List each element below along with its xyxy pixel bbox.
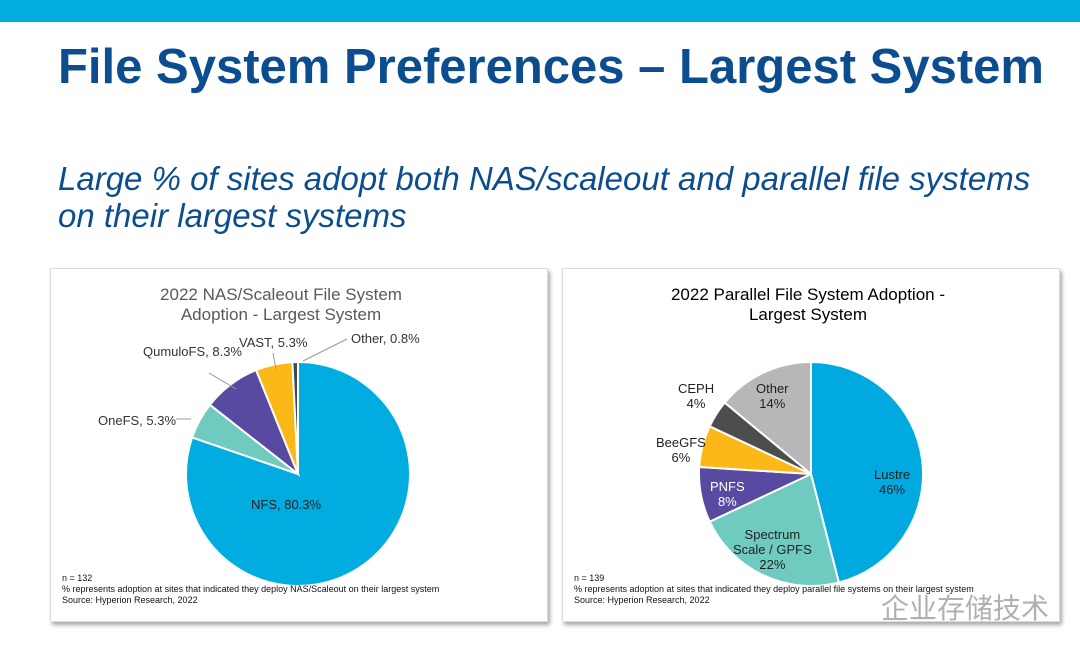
chart-title: 2022 Parallel File System Adoption - Lar… [670, 285, 946, 324]
watermark: 企业存储技术 [880, 592, 1049, 625]
pie-slice-spectrum-scale-gpfs [708, 472, 841, 587]
footnote-source: Source: Hyperion Research, 2022 [62, 595, 198, 605]
data-label: VAST, 5.3% [239, 335, 308, 350]
parallel-pie [698, 360, 924, 587]
footnote-n: n = 139 [574, 573, 605, 583]
slide-subtitle: Large % of sites adopt both NAS/scaleout… [58, 160, 1031, 234]
footnote-note: % represents adoption at sites that indi… [574, 584, 974, 594]
data-label: CEPH 4% [678, 381, 715, 411]
footnote-source: Source: Hyperion Research, 2022 [574, 595, 710, 605]
data-label: PNFS 8% [710, 479, 745, 509]
parallel-chart-panel: 2022 Parallel File System Adoption - Lar… [562, 268, 1060, 625]
data-label: QumuloFS, 8.3% [143, 344, 242, 359]
top-accent-bar [0, 0, 1080, 22]
leader-line [302, 338, 348, 362]
pie-slice-other [291, 360, 299, 475]
data-label: Other 14% [756, 381, 789, 411]
leader-line [272, 352, 277, 370]
data-label: BeeGFS 6% [656, 435, 706, 465]
footnote-n: n = 132 [62, 573, 93, 583]
footnotes: n = 132 % represents adoption at sites t… [62, 573, 439, 606]
footnotes: n = 139 % represents adoption at sites t… [574, 573, 974, 606]
leader-line [208, 372, 237, 390]
data-label: Spectrum Scale / GPFS 22% [733, 527, 812, 572]
chart-title: 2022 NAS/Scaleout File System Adoption -… [160, 285, 402, 324]
data-label: NFS, 80.3% [251, 497, 322, 512]
slide-title: File System Preferences – Largest System [58, 40, 1044, 94]
pie-slice-other [723, 360, 812, 477]
nas-chart-panel: 2022 NAS/Scaleout File System Adoption -… [50, 268, 548, 622]
data-label: Other, 0.8% [351, 331, 420, 346]
footnote-note: % represents adoption at sites that indi… [62, 584, 440, 594]
data-label: Lustre 46% [874, 467, 911, 497]
pie-slice-lustre [810, 360, 924, 584]
data-label: OneFS, 5.3% [98, 413, 177, 428]
nas-pie [176, 338, 411, 587]
